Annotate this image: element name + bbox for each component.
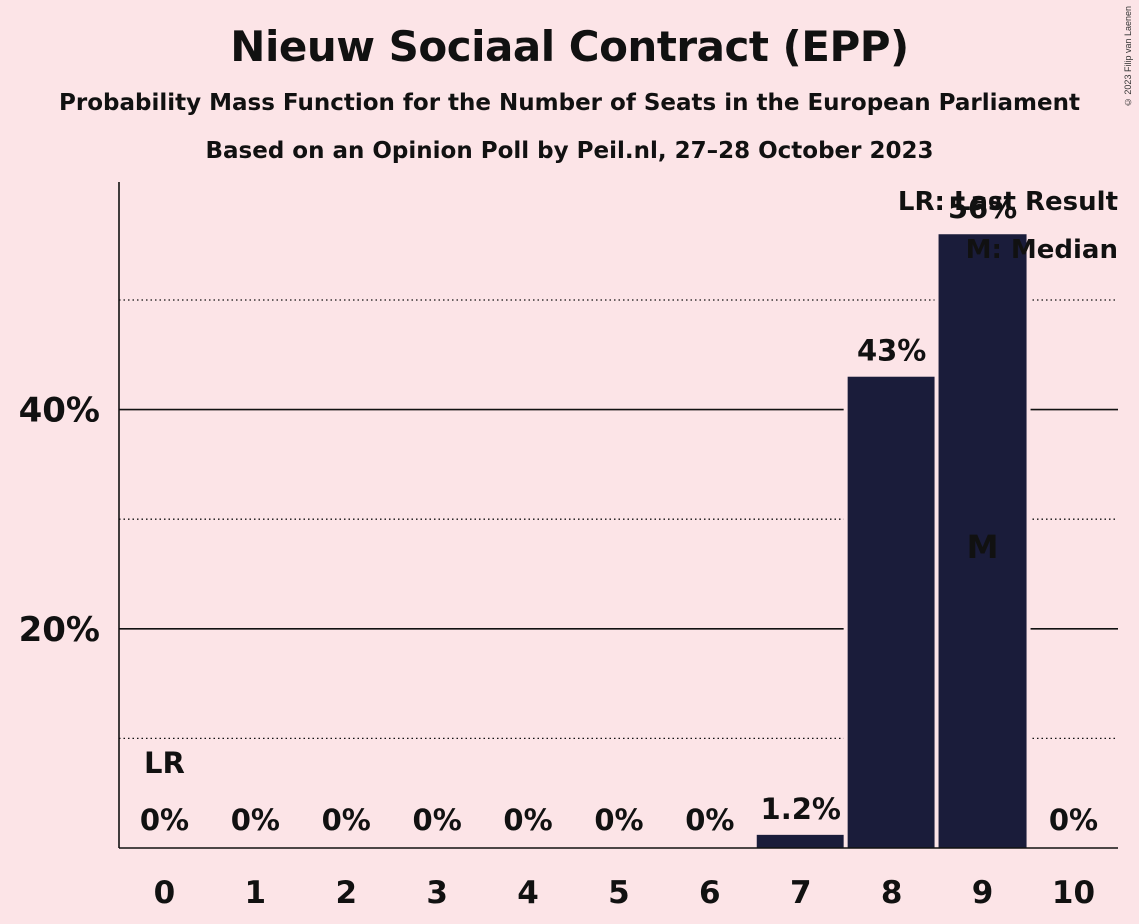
bar-value-label: 0% (322, 803, 371, 837)
bar (847, 376, 936, 848)
bar-value-label: 43% (857, 334, 926, 368)
bar-value-label: 0% (140, 803, 189, 837)
bar-value-label: 0% (231, 803, 280, 837)
chart-title: Nieuw Sociaal Contract (EPP) (230, 22, 909, 71)
bar-value-label: 0% (1049, 803, 1098, 837)
bar-value-label: 1.2% (761, 792, 841, 826)
bar-value-label: 0% (594, 803, 643, 837)
x-tick-label: 4 (517, 875, 539, 911)
x-tick-label: 1 (245, 875, 267, 911)
bar (756, 834, 845, 848)
x-tick-label: 9 (972, 875, 994, 911)
bar-value-label: 56% (948, 191, 1017, 225)
x-tick-label: 8 (881, 875, 903, 911)
bar-value-label: 0% (413, 803, 462, 837)
y-tick-label: 20% (19, 610, 100, 650)
bar-value-label: 0% (503, 803, 552, 837)
x-tick-label: 3 (426, 875, 448, 911)
bar (938, 234, 1027, 849)
y-tick-label: 40% (19, 391, 100, 431)
bar-value-label: 0% (685, 803, 734, 837)
last-result-marker: LR (144, 746, 185, 780)
chart-source-subtitle: Based on an Opinion Poll by Peil.nl, 27–… (205, 138, 934, 164)
x-tick-label: 0 (154, 875, 176, 911)
chart-subtitle: Probability Mass Function for the Number… (59, 90, 1080, 116)
legend-last-result: LR: Last Result (898, 187, 1118, 217)
x-tick-label: 7 (790, 875, 812, 911)
x-tick-label: 6 (699, 875, 721, 911)
x-tick-label: 10 (1052, 875, 1095, 911)
legend-median: M: Median (966, 235, 1118, 265)
x-tick-label: 2 (335, 875, 357, 911)
median-marker: M (967, 528, 999, 566)
x-tick-label: 5 (608, 875, 630, 911)
